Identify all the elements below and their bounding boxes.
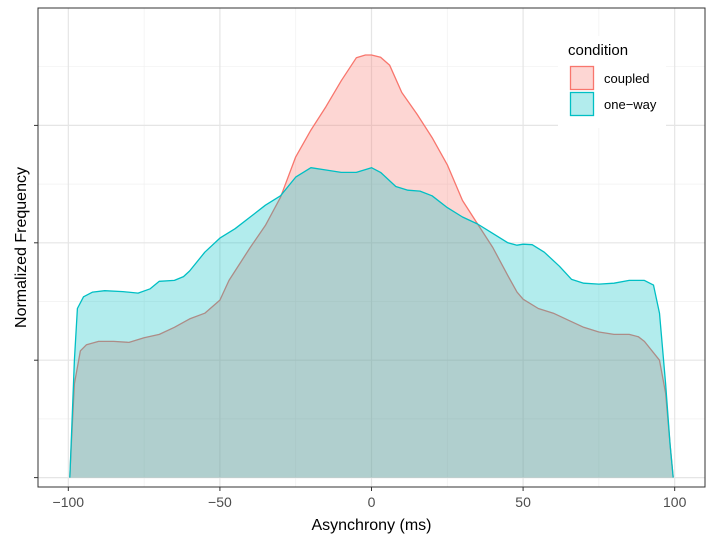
x-tick-label: 50	[515, 494, 531, 510]
y-axis-title: Normalized Frequency	[13, 167, 30, 328]
x-tick-label: 100	[663, 494, 687, 510]
line-coupled	[69, 54, 674, 478]
legend-label-one-way: one−way	[604, 97, 657, 112]
x-tick-label: −100	[53, 494, 85, 510]
area-coupled	[69, 55, 674, 478]
legend-key-coupled	[569, 65, 595, 91]
series-areas	[69, 54, 674, 478]
legend-key-bg-coupled	[570, 66, 594, 90]
legend-label-coupled: coupled	[604, 71, 650, 86]
line-one-way	[69, 167, 674, 478]
legend-key-one-way	[569, 91, 595, 117]
x-tick-label: 0	[368, 494, 376, 510]
legend-title: condition	[568, 42, 628, 59]
x-tick-label: −50	[208, 494, 232, 510]
area-one-way	[69, 167, 674, 478]
grid	[38, 8, 705, 487]
legend-key-bg-one-way	[570, 92, 594, 116]
x-axis-title: Asynchrony (ms)	[311, 517, 431, 534]
axis-ticks: −100 −50 0 50 100	[34, 124, 687, 510]
legend: condition coupled one−way	[558, 36, 666, 128]
